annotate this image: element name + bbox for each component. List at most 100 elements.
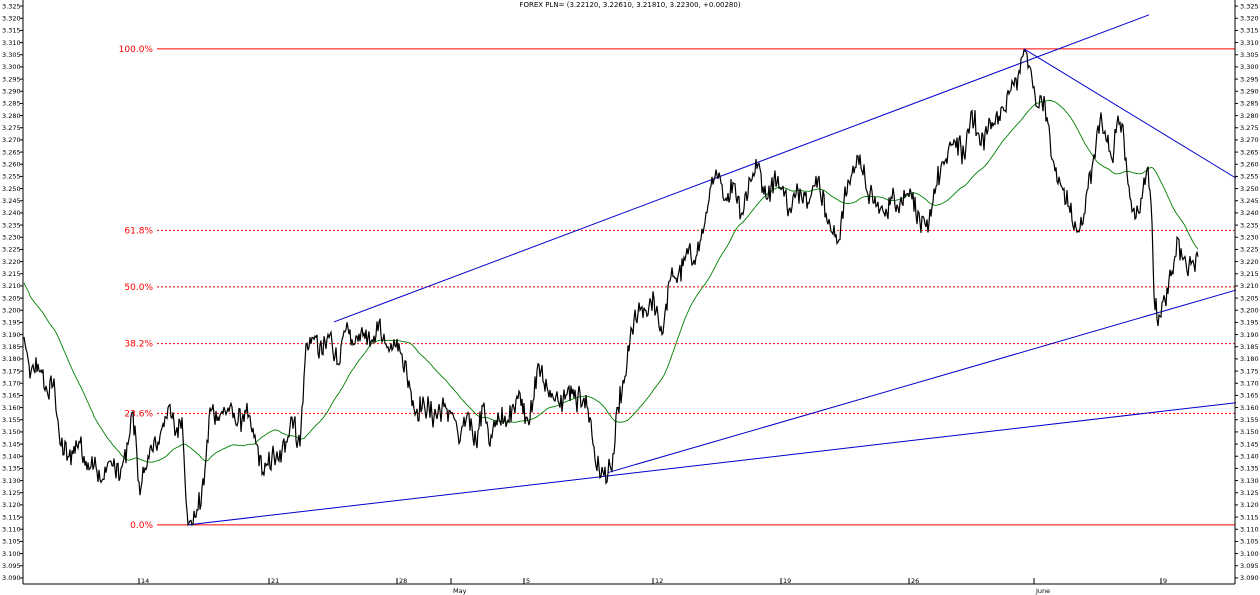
y-tick-label-right: 3.275 xyxy=(1240,124,1259,132)
moving-average-line xyxy=(23,99,1199,463)
trendline-upper-channel xyxy=(333,14,1150,323)
trendline-support-mid xyxy=(607,289,1237,474)
y-tick-label-left: 3.310 xyxy=(2,39,21,47)
y-tick-label-right: 3.310 xyxy=(1240,39,1259,47)
y-tick-label-right: 3.220 xyxy=(1240,258,1259,266)
y-tick-label-right: 3.235 xyxy=(1240,221,1259,229)
y-tick-label-left: 3.215 xyxy=(2,270,21,278)
fib-level-label: 38.2% xyxy=(124,340,153,350)
y-tick-label-left: 3.120 xyxy=(2,501,21,509)
y-tick-label-left: 3.200 xyxy=(2,307,21,315)
y-tick-label-right: 3.200 xyxy=(1240,307,1259,315)
y-tick-label-left: 3.115 xyxy=(2,513,21,521)
y-tick-label-right: 3.270 xyxy=(1240,136,1259,144)
y-tick-label-left: 3.250 xyxy=(2,185,21,193)
y-tick-label-left: 3.230 xyxy=(2,234,21,242)
chart-title: FOREX PLN= (3.22120, 3.22610, 3.21810, 3… xyxy=(519,1,740,9)
y-tick-label-right: 3.140 xyxy=(1240,453,1259,461)
trendline-support-low xyxy=(187,402,1237,526)
x-tick-label: 19 xyxy=(783,577,791,585)
y-tick-label-right: 3.175 xyxy=(1240,367,1259,375)
y-tick-label-right: 3.225 xyxy=(1240,246,1259,254)
y-tick-label-left: 3.140 xyxy=(2,453,21,461)
y-tick-label-right: 3.195 xyxy=(1240,319,1259,327)
y-tick-label-left: 3.305 xyxy=(2,51,21,59)
y-tick-label-left: 3.105 xyxy=(2,538,21,546)
y-tick-label-right: 3.145 xyxy=(1240,440,1259,448)
y-tick-label-left: 3.170 xyxy=(2,380,21,388)
y-tick-label-left: 3.090 xyxy=(2,574,21,582)
fibonacci-levels: 100.0% 61.8% 50.0% 38.2% 23.6% 0.0% xyxy=(119,45,1235,531)
y-tick-label-left: 3.145 xyxy=(2,440,21,448)
y-tick-label-left: 3.295 xyxy=(2,75,21,83)
y-tick-label-left: 3.135 xyxy=(2,465,21,473)
y-tick-label-left: 3.225 xyxy=(2,246,21,254)
y-tick-label-left: 3.190 xyxy=(2,331,21,339)
y-tick-label-left: 3.180 xyxy=(2,355,21,363)
y-tick-label-right: 3.100 xyxy=(1240,550,1259,558)
y-tick-label-left: 3.195 xyxy=(2,319,21,327)
price-line xyxy=(23,48,1199,527)
y-tick-label-left: 3.095 xyxy=(2,562,21,570)
x-tick-label: 21 xyxy=(271,577,279,585)
y-tick-label-right: 3.300 xyxy=(1240,63,1259,71)
y-tick-label-right: 3.160 xyxy=(1240,404,1259,412)
y-tick-label-left: 3.175 xyxy=(2,367,21,375)
y-tick-label-right: 3.315 xyxy=(1240,27,1259,35)
y-tick-label-left: 3.220 xyxy=(2,258,21,266)
y-tick-label-left: 3.260 xyxy=(2,161,21,169)
y-tick-label-left: 3.125 xyxy=(2,489,21,497)
y-tick-label-right: 3.115 xyxy=(1240,513,1259,521)
y-tick-label-left: 3.165 xyxy=(2,392,21,400)
y-tick-label-right: 3.285 xyxy=(1240,100,1259,108)
y-tick-label-right: 3.185 xyxy=(1240,343,1259,351)
y-tick-label-right: 3.265 xyxy=(1240,148,1259,156)
x-tick-label: 9 xyxy=(1163,577,1167,585)
y-tick-label-right: 3.165 xyxy=(1240,392,1259,400)
x-tick-label: May xyxy=(453,587,467,595)
y-tick-label-right: 3.280 xyxy=(1240,112,1259,120)
y-tick-label-left: 3.150 xyxy=(2,428,21,436)
y-tick-label-right: 3.120 xyxy=(1240,501,1259,509)
y-tick-label-left: 3.130 xyxy=(2,477,21,485)
y-tick-label-right: 3.240 xyxy=(1240,209,1259,217)
y-tick-label-right: 3.245 xyxy=(1240,197,1259,205)
y-tick-label-left: 3.315 xyxy=(2,27,21,35)
y-tick-label-left: 3.210 xyxy=(2,282,21,290)
y-tick-label-right: 3.090 xyxy=(1240,574,1259,582)
y-tick-label-right: 3.135 xyxy=(1240,465,1259,473)
y-tick-label-right: 3.255 xyxy=(1240,173,1259,181)
y-tick-label-left: 3.290 xyxy=(2,88,21,96)
y-tick-label-right: 3.295 xyxy=(1240,75,1259,83)
y-tick-label-left: 3.265 xyxy=(2,148,21,156)
y-tick-label-left: 3.280 xyxy=(2,112,21,120)
y-tick-label-right: 3.170 xyxy=(1240,380,1259,388)
y-tick-label-left: 3.320 xyxy=(2,15,21,23)
fib-level-label: 61.8% xyxy=(124,226,153,236)
trendlines xyxy=(187,14,1237,526)
y-tick-label-right: 3.110 xyxy=(1240,526,1259,534)
y-tick-label-right: 3.215 xyxy=(1240,270,1259,278)
y-tick-label-right: 3.210 xyxy=(1240,282,1259,290)
y-tick-label-left: 3.160 xyxy=(2,404,21,412)
y-tick-label-right: 3.190 xyxy=(1240,331,1259,339)
y-tick-label-right: 3.250 xyxy=(1240,185,1259,193)
y-tick-label-left: 3.245 xyxy=(2,197,21,205)
x-tick-label: 5 xyxy=(526,577,530,585)
y-tick-label-right: 3.230 xyxy=(1240,234,1259,242)
x-tick-label: June xyxy=(1035,587,1050,595)
y-tick-label-right: 3.155 xyxy=(1240,416,1259,424)
y-tick-label-right: 3.320 xyxy=(1240,15,1259,23)
y-tick-label-right: 3.290 xyxy=(1240,88,1259,96)
y-tick-label-left: 3.235 xyxy=(2,221,21,229)
price-series xyxy=(23,48,1199,527)
y-tick-label-right: 3.205 xyxy=(1240,294,1259,302)
trendline-resistance xyxy=(1023,48,1237,179)
y-tick-label-right: 3.125 xyxy=(1240,489,1259,497)
y-tick-label-right: 3.325 xyxy=(1240,2,1259,10)
y-tick-label-right: 3.105 xyxy=(1240,538,1259,546)
x-tick-label: 28 xyxy=(399,577,407,585)
y-tick-label-left: 3.185 xyxy=(2,343,21,351)
fib-level-label: 23.6% xyxy=(124,409,153,419)
y-tick-label-left: 3.205 xyxy=(2,294,21,302)
